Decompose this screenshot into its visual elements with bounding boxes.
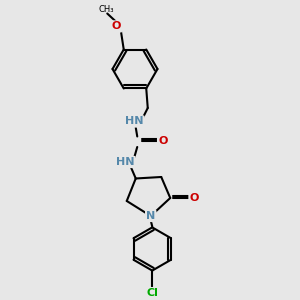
Text: HN: HN bbox=[125, 116, 143, 127]
Text: N: N bbox=[146, 211, 155, 221]
Text: Cl: Cl bbox=[146, 288, 158, 298]
Text: CH₃: CH₃ bbox=[98, 5, 113, 14]
Text: HN: HN bbox=[116, 157, 134, 167]
Text: O: O bbox=[190, 193, 199, 203]
Text: O: O bbox=[158, 136, 167, 146]
Text: O: O bbox=[112, 21, 121, 32]
